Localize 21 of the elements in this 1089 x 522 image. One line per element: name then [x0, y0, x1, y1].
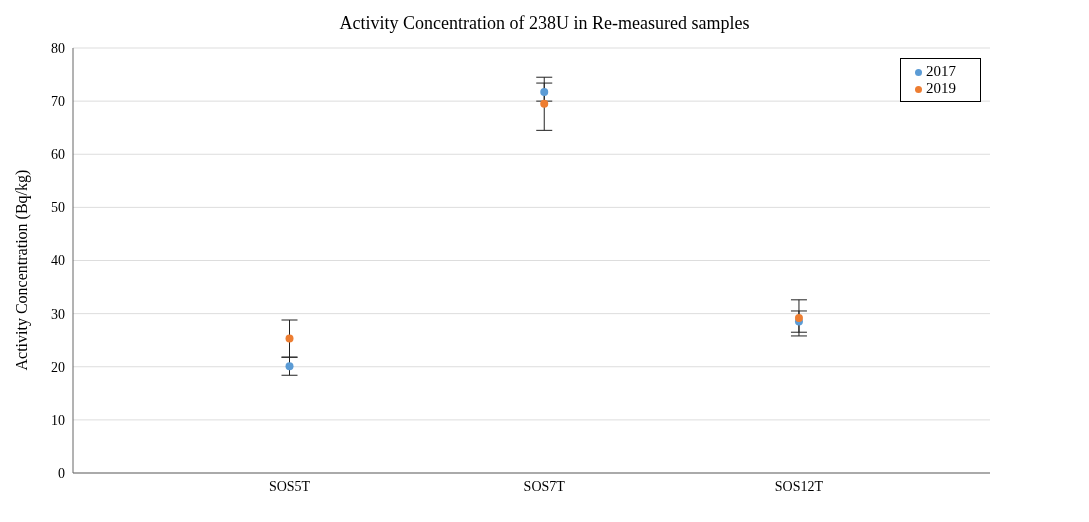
y-tick-label: 0 — [58, 465, 65, 481]
y-tick-label: 40 — [51, 253, 65, 269]
y-tick-label: 80 — [51, 40, 65, 56]
y-tick-label: 20 — [51, 359, 65, 375]
x-tick-label: SOS5T — [268, 478, 311, 494]
x-tick-label: SOS12T — [774, 478, 824, 494]
point — [285, 334, 294, 343]
point — [794, 313, 803, 322]
point — [285, 362, 294, 371]
legend-label: 2019 — [926, 80, 956, 96]
point — [540, 88, 549, 97]
chart-title: Activity Concentration of 238U in Re-measured samples — [338, 12, 751, 35]
point — [540, 99, 549, 108]
y-axis-title: Activity Concentration (Bq/kg) — [12, 169, 31, 371]
y-tick-label: 60 — [51, 147, 65, 163]
y-tick-label: 10 — [51, 412, 65, 428]
y-tick-label: 30 — [51, 306, 65, 322]
legend-label: 2017 — [926, 63, 956, 79]
x-tick-label: SOS7T — [523, 478, 566, 494]
y-tick-label: 50 — [51, 200, 65, 216]
y-tick-label: 70 — [51, 94, 65, 110]
